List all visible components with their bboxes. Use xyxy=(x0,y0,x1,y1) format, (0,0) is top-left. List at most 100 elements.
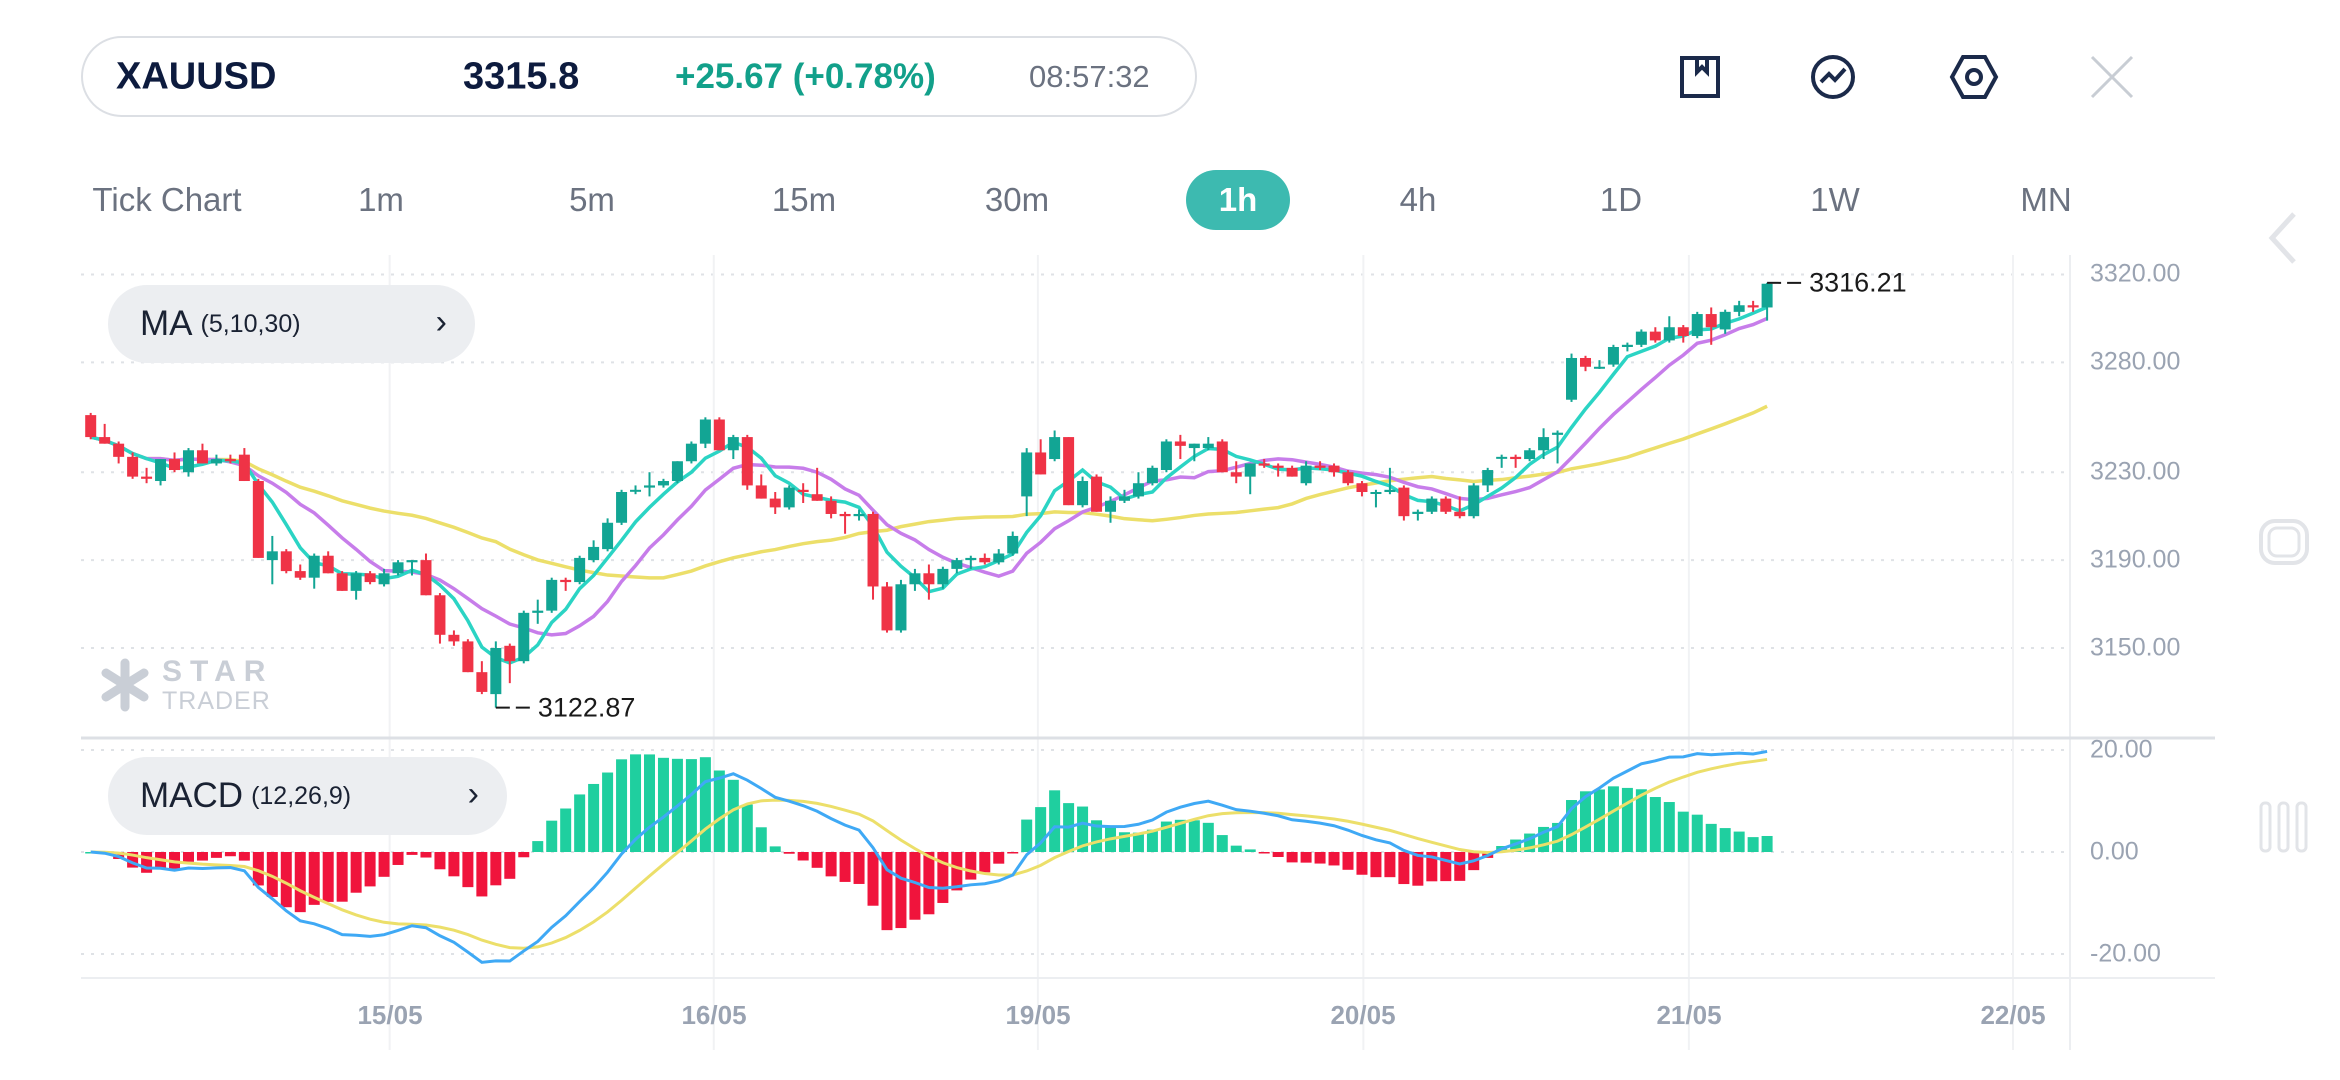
candle-up xyxy=(1412,511,1424,514)
candle-up xyxy=(1691,314,1703,337)
candle-up xyxy=(937,568,949,585)
tab-1w[interactable]: 1W xyxy=(1810,181,1860,218)
macd-histogram-bar xyxy=(196,852,208,861)
candle-down xyxy=(141,476,153,479)
candle-down xyxy=(252,481,264,558)
macd-histogram-bar xyxy=(1552,822,1564,852)
macd-histogram-bar xyxy=(1677,811,1689,852)
candle-up xyxy=(993,553,1005,563)
indicator-icon[interactable] xyxy=(1808,52,1858,102)
macd-histogram-bar xyxy=(392,852,404,865)
tab-1d[interactable]: 1D xyxy=(1599,181,1643,218)
macd-histogram-bar xyxy=(1761,835,1773,852)
ma-indicator-button[interactable]: MA (5,10,30) › xyxy=(108,285,475,363)
candle-down xyxy=(1579,357,1591,367)
macd-histogram-bar xyxy=(252,852,264,886)
macd-histogram-bar xyxy=(434,852,446,870)
macd-histogram-bar xyxy=(853,852,865,884)
candle-down xyxy=(923,573,935,585)
macd-histogram-bar xyxy=(657,757,669,852)
candle-up xyxy=(965,557,977,561)
candle-up xyxy=(1160,441,1172,471)
macd-histogram-bar xyxy=(616,759,628,852)
macd-histogram-bar xyxy=(1454,852,1466,881)
candle-up xyxy=(1146,467,1158,484)
candle-up xyxy=(1370,492,1382,495)
candle-up xyxy=(1202,443,1214,449)
macd-indicator-button[interactable]: MACD (12,26,9) › xyxy=(108,757,507,835)
macd-histogram-bar xyxy=(1021,819,1033,852)
chevron-left-icon[interactable] xyxy=(2258,210,2310,266)
ma-label: MA xyxy=(140,304,193,343)
macd-histogram-bar xyxy=(504,852,516,879)
symbol-quote-bar[interactable]: XAUUSD 3315.8 +25.67 (+0.78%) 08:57:32 xyxy=(81,36,1197,117)
macd-histogram-bar xyxy=(1132,832,1144,852)
close-icon[interactable] xyxy=(2087,52,2137,102)
candle-down xyxy=(364,573,376,583)
macd-histogram-bar xyxy=(1747,837,1759,852)
macd-histogram-bar xyxy=(476,852,488,897)
tab-5m[interactable]: 5m xyxy=(569,181,615,218)
rounded-square-icon[interactable] xyxy=(2258,518,2310,566)
candle-down xyxy=(1216,441,1228,473)
tab-4h[interactable]: 4h xyxy=(1399,181,1437,218)
candle-down xyxy=(434,595,446,635)
candle-up xyxy=(644,485,655,488)
macd-histogram-bar xyxy=(1538,826,1550,852)
macd-histogram-bar xyxy=(1733,831,1745,852)
tab-15m[interactable]: 15m xyxy=(771,181,837,218)
tab-mn[interactable]: MN xyxy=(2020,181,2072,218)
macd-histogram-bar xyxy=(602,772,614,852)
macd-histogram-bar xyxy=(1007,852,1019,854)
macd-histogram-bar xyxy=(923,852,935,915)
macd-histogram-bar xyxy=(266,852,278,897)
tab-1m[interactable]: 1m xyxy=(358,181,404,218)
three-bars-icon[interactable] xyxy=(2258,800,2310,854)
candle-down xyxy=(1677,327,1689,337)
macd-histogram-bar xyxy=(727,779,739,852)
macd-histogram-bar xyxy=(462,852,474,888)
tab-30m[interactable]: 30m xyxy=(984,181,1050,218)
macd-histogram-bar xyxy=(1566,800,1578,852)
candle-up xyxy=(727,437,739,451)
candle-down xyxy=(1398,487,1410,517)
macd-histogram-bar xyxy=(1579,791,1591,852)
chevron-right-icon: › xyxy=(435,303,447,341)
bookmark-icon[interactable] xyxy=(1675,52,1725,102)
macd-histogram-bar xyxy=(1272,852,1284,858)
candle-up xyxy=(783,487,795,508)
candle-down xyxy=(1747,305,1759,308)
macd-histogram-bar xyxy=(210,852,222,858)
macd-histogram-bar xyxy=(1370,852,1382,878)
candle-down xyxy=(196,450,208,464)
macd-histogram-bar xyxy=(1524,833,1536,852)
macd-histogram-bar xyxy=(881,852,893,931)
macd-histogram-bar xyxy=(308,852,320,905)
macd-histogram-bar xyxy=(420,852,432,858)
tab-1h[interactable]: 1h xyxy=(1186,170,1290,230)
macd-histogram-bar xyxy=(644,754,655,852)
macd-histogram-bar xyxy=(1440,852,1452,882)
candle-up xyxy=(951,560,963,569)
date-label: 20/05 xyxy=(1330,1000,1396,1030)
high-price-label: 3316.21 xyxy=(1809,267,1907,298)
macd-histogram-bar xyxy=(1384,852,1396,878)
candle-up xyxy=(1607,347,1619,365)
current-price: 3315.8 xyxy=(463,55,580,97)
macd-histogram-bar xyxy=(224,852,236,857)
candle-up xyxy=(685,443,697,462)
tab-tick-chart[interactable]: Tick Chart xyxy=(92,181,242,218)
macd-histogram-bar xyxy=(895,852,907,929)
candle-up xyxy=(1132,483,1144,497)
candle-down xyxy=(127,456,139,477)
candle-up xyxy=(1552,432,1564,435)
macd-histogram-bar xyxy=(1216,835,1228,852)
candle-up xyxy=(308,555,320,578)
candle-up xyxy=(895,584,907,631)
candle-down xyxy=(867,513,879,587)
macd-histogram-bar xyxy=(741,804,753,852)
settings-hexagon-icon[interactable] xyxy=(1949,52,1999,102)
candle-down xyxy=(1510,456,1522,460)
candle-up xyxy=(1761,283,1773,308)
